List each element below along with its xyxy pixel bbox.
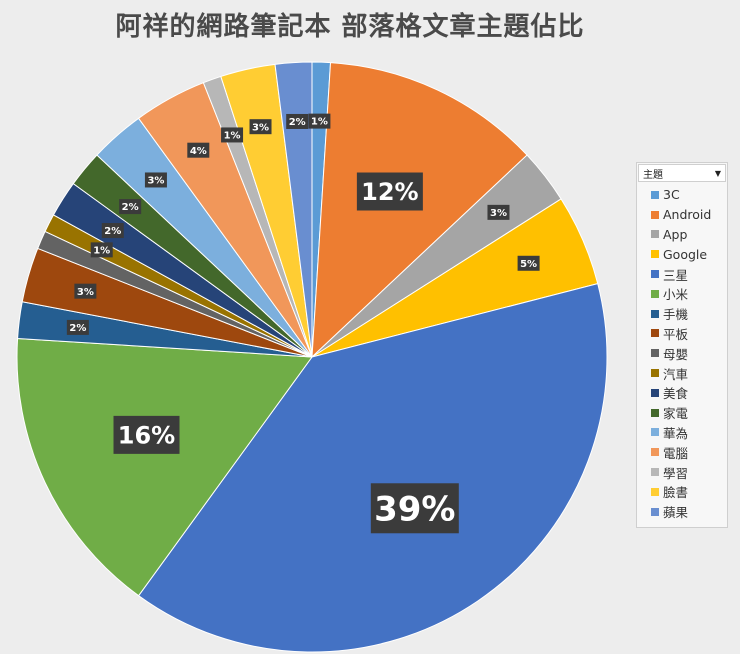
data-label-box	[144, 172, 167, 188]
data-label-box	[517, 255, 540, 271]
legend-item[interactable]: 家電	[637, 403, 727, 423]
data-label: 3%	[490, 208, 507, 219]
data-label: 2%	[104, 226, 121, 237]
data-label: 4%	[190, 146, 207, 157]
legend-label: 平板	[663, 326, 689, 342]
legend-item[interactable]: 電腦	[637, 442, 727, 462]
legend-swatch	[651, 210, 659, 219]
legend-swatch	[651, 388, 659, 397]
data-label-box	[66, 319, 89, 335]
data-label: 12%	[361, 178, 418, 206]
data-label: 39%	[374, 490, 455, 530]
legend-item[interactable]: 汽車	[637, 363, 727, 383]
legend-label: 蘋果	[663, 505, 689, 521]
legend-label: 三星	[663, 267, 689, 283]
legend-label: 臉書	[663, 485, 689, 501]
legend-title: 主題	[643, 169, 663, 181]
legend-item[interactable]: 3C	[637, 185, 727, 205]
legend-swatch	[651, 309, 659, 318]
legend-list: 3C Android App Google 三星小米手機平板母嬰汽車美食家電華為電腦學習…	[637, 183, 727, 527]
legend-swatch	[651, 487, 659, 496]
data-labels: 1% 12% 3% 5% 39% 16% 2% 3% 1% 2% 2% 3% 4% 1% 3% 2%	[66, 113, 540, 534]
data-label-box	[370, 483, 459, 534]
legend-label: 3C	[663, 187, 680, 203]
legend-label: Google	[663, 246, 708, 262]
legend-item[interactable]: Google	[637, 244, 727, 264]
data-label: 3%	[252, 122, 269, 133]
data-label-box	[119, 199, 142, 215]
chart-title: 阿祥的網路筆記本 部落格文章主題佔比	[115, 12, 585, 42]
legend-label: 華為	[663, 425, 689, 441]
legend-swatch	[651, 270, 659, 279]
legend-label: App	[663, 226, 688, 242]
legend: 主題 ▼ 3C Android App Google 三星小米手機平板母嬰汽車美食家電華…	[636, 162, 728, 528]
data-label-box	[356, 172, 423, 211]
data-label: 2%	[122, 202, 139, 213]
legend-swatch	[651, 250, 659, 259]
data-label: 3%	[147, 176, 164, 187]
legend-swatch	[651, 369, 659, 378]
legend-label: 電腦	[663, 445, 689, 461]
chevron-down-icon[interactable]: ▼	[714, 168, 721, 178]
legend-swatch	[651, 349, 659, 358]
legend-item[interactable]: 學習	[637, 462, 727, 482]
data-label: 5%	[520, 259, 537, 270]
legend-item[interactable]: 三星	[637, 264, 727, 284]
data-label-box	[101, 223, 124, 239]
data-label: 2%	[69, 323, 86, 334]
data-label: 2%	[289, 117, 306, 128]
data-label-box	[90, 242, 113, 258]
data-label: 16%	[118, 422, 175, 450]
pie-slices	[16, 61, 608, 653]
pie-slice	[16, 337, 313, 597]
pie-chart: 1% 12% 3% 5% 39% 16% 2% 3% 1% 2% 2% 3% 4% 1% 3% 2%	[16, 61, 608, 653]
legend-label: 美食	[663, 386, 689, 402]
legend-label: 學習	[663, 465, 689, 481]
legend-swatch	[651, 507, 659, 516]
pie-slice	[137, 283, 608, 653]
legend-label: 手機	[663, 307, 689, 323]
legend-label: 母嬰	[663, 346, 689, 362]
data-label-box	[308, 113, 331, 129]
legend-swatch	[651, 329, 659, 338]
data-label: 1%	[93, 245, 110, 256]
legend-swatch	[651, 428, 659, 437]
legend-item[interactable]: Android	[637, 205, 727, 225]
data-label-box	[221, 127, 244, 143]
legend-swatch	[651, 468, 659, 477]
legend-header[interactable]: 主題 ▼	[638, 164, 726, 182]
legend-item[interactable]: 美食	[637, 383, 727, 403]
data-label-box	[487, 204, 510, 220]
legend-label: 汽車	[663, 366, 689, 382]
legend-swatch	[651, 448, 659, 457]
data-label-box	[74, 283, 97, 299]
legend-label: Android	[663, 207, 712, 223]
legend-swatch	[651, 230, 659, 239]
legend-item[interactable]: 母嬰	[637, 343, 727, 363]
legend-item[interactable]: 小米	[637, 284, 727, 304]
legend-swatch	[651, 289, 659, 298]
legend-item[interactable]: App	[637, 225, 727, 245]
data-label-box	[113, 415, 180, 454]
legend-item[interactable]: 手機	[637, 304, 727, 324]
data-label-box	[249, 119, 272, 135]
legend-item[interactable]: 蘋果	[637, 502, 727, 522]
data-label-box	[286, 113, 309, 129]
legend-label: 小米	[663, 287, 689, 303]
legend-label: 家電	[663, 406, 689, 422]
data-label: 1%	[311, 117, 328, 128]
data-label: 3%	[77, 287, 94, 298]
data-label: 1%	[224, 131, 241, 142]
pie-slice	[274, 61, 313, 358]
legend-item[interactable]: 臉書	[637, 482, 727, 502]
legend-item[interactable]: 平板	[637, 324, 727, 344]
legend-item[interactable]: 華為	[637, 423, 727, 443]
legend-swatch	[651, 190, 659, 199]
data-label-box	[187, 142, 210, 158]
legend-swatch	[651, 408, 659, 417]
